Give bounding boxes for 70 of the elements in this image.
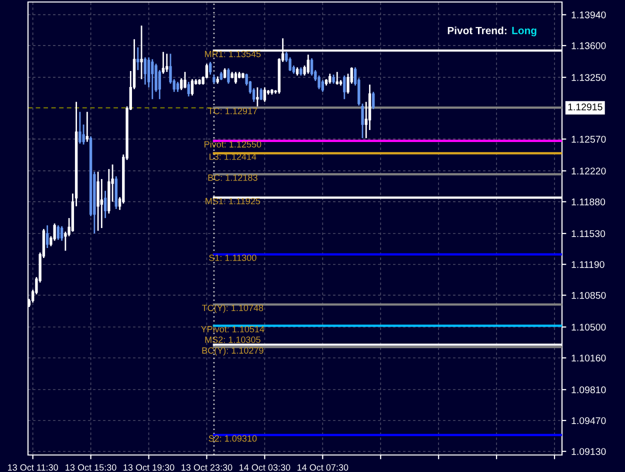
candlestick [336,71,338,86]
candlestick [227,68,230,84]
candlestick [86,111,89,142]
x-tick-label: 14 Oct 07:30 [298,464,348,471]
annotation: Pivot Trend: [448,26,506,34]
candlestick [321,79,324,93]
y-tick-label: 1.13250 [572,74,606,81]
candlestick [78,111,82,144]
y-tick-label: 1.11190 [572,261,604,268]
candlestick [256,86,259,108]
candlestick [187,81,190,98]
y-tick-label: 1.09810 [572,386,606,394]
x-tick-label: 13 Oct 15:30 [66,464,116,471]
annotation: Long [512,26,536,36]
y-tick-label: 1.13600 [572,42,606,50]
candlestick [166,53,168,73]
candlestick [223,68,226,79]
candlestick [144,56,146,86]
candlestick [46,224,49,249]
candlestick [190,78,194,96]
y-tick-label: 1.12220 [572,168,606,174]
series-label: MS1: 1.11925 [206,198,260,204]
ref-line-label: 1.12915 [568,103,602,110]
candlestick [212,74,216,84]
candlestick [361,102,364,139]
series-label: BC: 1.12183 [208,174,258,181]
series-label: MR1: 1.13545 [205,50,261,58]
y-tick-label: 1.09130 [572,448,606,455]
series-label: BC(Y): 1.10279 [202,347,264,356]
x-tick-label: 14 Oct 03:30 [240,464,290,471]
candlestick [332,74,335,84]
x-tick-label: 13 Oct 11:30 [8,464,58,471]
y-tick-label: 1.10160 [572,354,606,362]
candlestick [372,91,375,110]
candlestick [136,46,140,71]
series-label: Pivot: 1.12550 [204,140,262,148]
candlestick [263,86,266,103]
candlestick [158,69,161,100]
y-tick-label: 1.11880 [572,198,606,206]
candlestick [104,190,107,219]
candlestick [328,73,332,84]
candlestick [176,81,180,93]
candlestick [306,54,310,74]
candlestick [234,71,238,84]
series-label: TC(Y): 1.10748 [202,304,264,313]
candlestick [60,226,64,242]
series-label: TC: 1.12917 [208,108,258,114]
y-tick-label: 1.13940 [572,11,606,18]
series-label: S2: 1.09310 [208,435,257,442]
candlestick [82,124,85,146]
candlestick [180,78,183,91]
series-label: L3: 1.12414 [210,153,256,160]
candlestick [209,61,212,76]
candlestick [56,224,60,241]
series-label: MS2: 1.10305 [205,336,260,343]
x-tick-label: 13 Oct 19:30 [124,464,174,471]
y-tick-label: 1.10500 [572,324,606,331]
y-tick-label: 1.12570 [572,136,606,143]
y-tick-label: 1.09470 [572,417,606,424]
candlestick [343,74,346,100]
series-label: S1: 1.11300 [209,254,256,262]
y-tick-label: 1.10850 [572,292,606,299]
x-tick-label: 13 Oct 23:30 [182,464,232,471]
candlestick [260,88,262,101]
candlestick [100,178,104,229]
candlestick [151,58,154,100]
candlestick [140,24,143,80]
candlestick [184,71,186,89]
y-tick-label: 1.11530 [572,230,606,238]
series-label: YPivot: 1.10514 [200,326,264,332]
